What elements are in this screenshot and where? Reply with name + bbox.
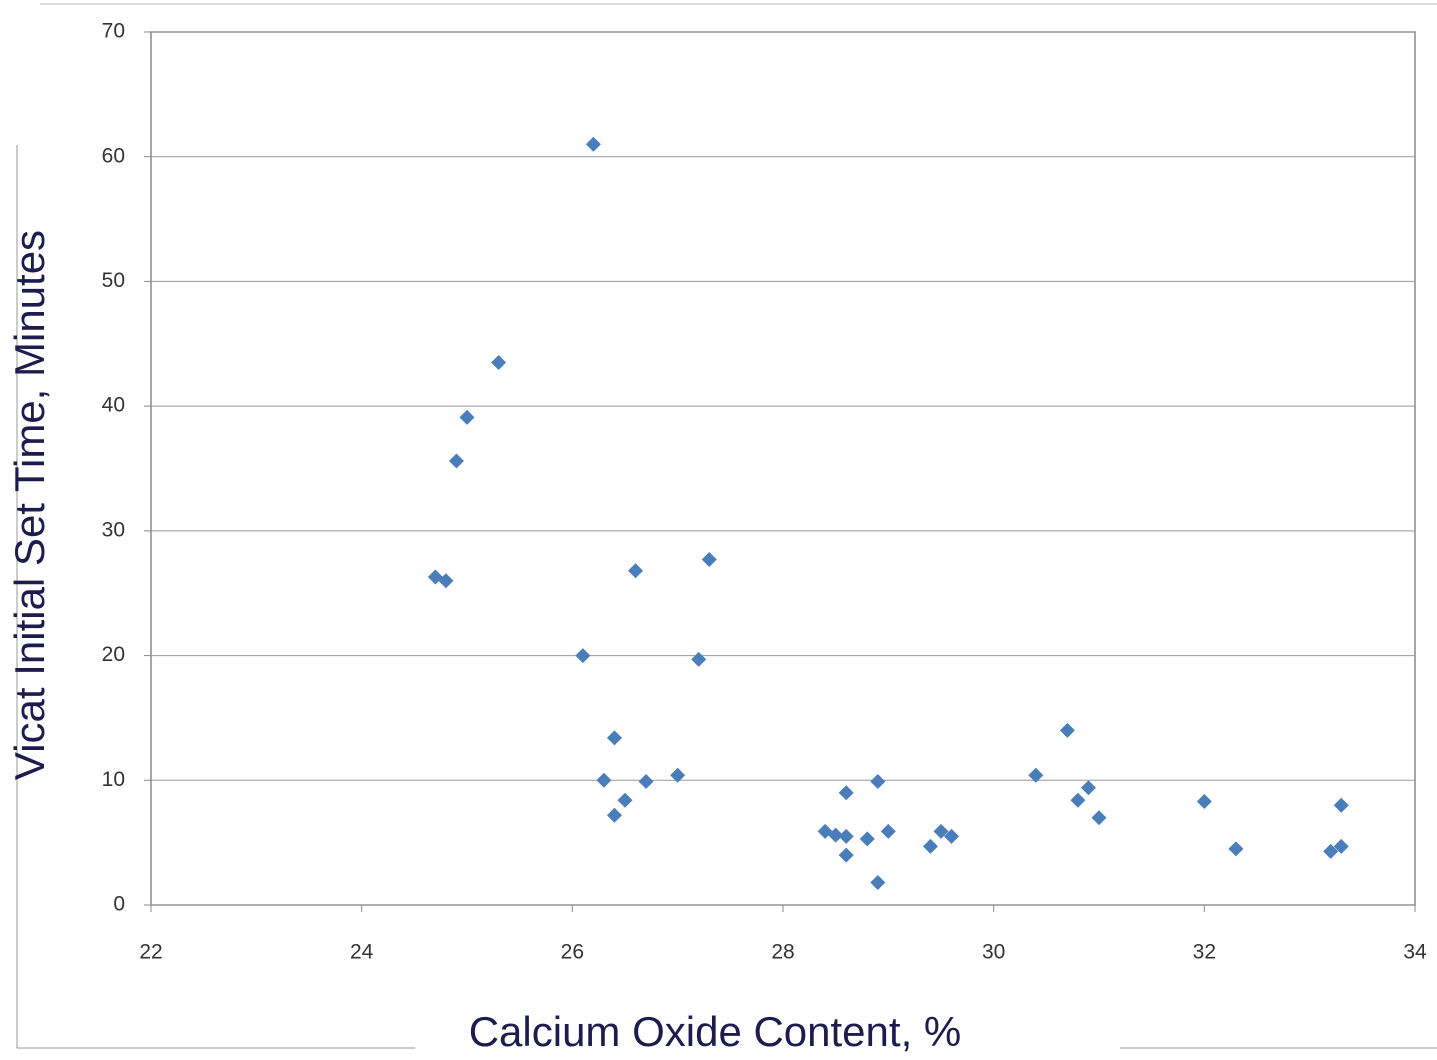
scatter-point: [606, 807, 622, 823]
x-tick-label: 32: [1193, 941, 1216, 964]
scatter-point: [870, 774, 886, 790]
x-tick-label: 22: [139, 941, 162, 964]
y-tick-label: 30: [102, 518, 125, 541]
y-tick-label: 70: [102, 20, 125, 43]
scatter-point: [638, 774, 654, 790]
scatter-point: [628, 563, 644, 579]
scatter-point: [1228, 841, 1244, 857]
y-tick-label: 0: [113, 893, 125, 916]
scatter-point: [691, 651, 707, 667]
scatter-point: [1028, 767, 1044, 783]
scatter-point: [933, 823, 949, 839]
scatter-point: [1333, 838, 1349, 854]
x-tick-label: 34: [1403, 941, 1427, 964]
scatter-point: [1333, 797, 1349, 813]
scatter-point: [459, 409, 475, 425]
scatter-point: [1070, 792, 1086, 808]
y-tick-label: 20: [102, 643, 125, 666]
scatter-point: [606, 730, 622, 746]
x-tick-label: 26: [561, 941, 584, 964]
y-tick-label: 50: [102, 269, 125, 292]
scatter-point: [1091, 810, 1107, 826]
scatter-point: [438, 573, 454, 589]
x-tick-label: 28: [771, 941, 794, 964]
scatter-point: [448, 453, 464, 469]
scatter-point: [859, 831, 875, 847]
scatter-point: [1080, 780, 1096, 796]
y-axis-title: Vicat Initial Set Time, Minutes: [6, 230, 53, 780]
scatter-point: [922, 838, 938, 854]
scatter-point: [575, 648, 591, 664]
scatter-point: [838, 828, 854, 844]
scatter-point: [585, 136, 601, 152]
scatter-point: [1196, 793, 1212, 809]
plot-area: [150, 31, 1416, 906]
scatter-point: [880, 823, 896, 839]
scatter-point: [828, 827, 844, 843]
x-tick-label: 24: [350, 941, 374, 964]
x-tick-label: 30: [982, 941, 1005, 964]
x-axis-title: Calcium Oxide Content, %: [469, 1008, 962, 1055]
scatter-point: [838, 847, 854, 863]
y-tick-label: 60: [102, 144, 125, 167]
scatter-point: [596, 772, 612, 788]
scatter-point: [838, 785, 854, 801]
scatter-point: [670, 767, 686, 783]
scatter-point: [1323, 843, 1339, 859]
scatter-point: [870, 875, 886, 891]
y-tick-label: 40: [102, 394, 125, 417]
y-tick-label: 10: [102, 768, 125, 791]
scatter-point: [944, 828, 960, 844]
scatter-point: [1059, 722, 1075, 738]
scatter-point: [617, 792, 633, 808]
scatter-point: [701, 552, 717, 568]
scatter-point: [491, 354, 507, 370]
